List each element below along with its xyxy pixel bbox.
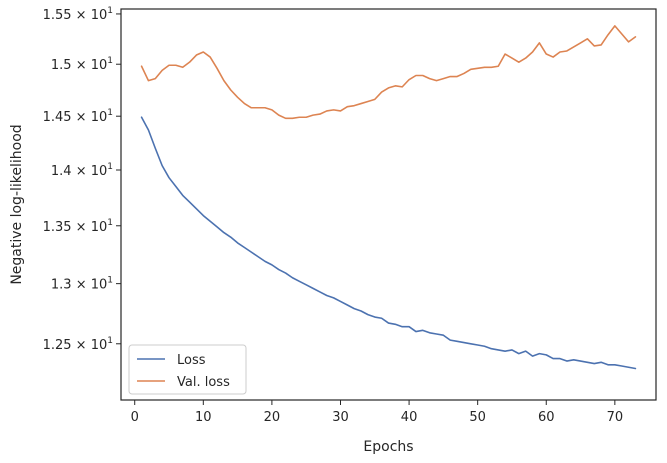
- x-tick-label: 70: [607, 410, 624, 425]
- series-line-loss: [140, 116, 637, 370]
- y-tick-label: 1.35 × 101: [43, 218, 113, 235]
- plot-content: [140, 25, 637, 370]
- x-tick-label: 10: [195, 410, 212, 425]
- x-tick-label: 20: [264, 410, 281, 425]
- plot-frame: [120, 8, 657, 401]
- x-tick-label: 0: [131, 410, 139, 425]
- x-axis-label: Epochs: [363, 439, 413, 455]
- y-tick-label: 1.55 × 101: [43, 6, 113, 23]
- x-tick-label: 60: [538, 410, 555, 425]
- y-tick-label: 1.3 × 101: [51, 276, 113, 293]
- legend: Loss Val. loss: [128, 344, 247, 395]
- x-tick-label: 50: [469, 410, 486, 425]
- x-tick-label: 40: [401, 410, 418, 425]
- x-tick-label: 30: [332, 410, 349, 425]
- legend-label: Val. loss: [177, 375, 230, 390]
- y-tick-label: 1.4 × 101: [51, 162, 113, 179]
- y-tick-label: 1.45 × 101: [43, 108, 113, 125]
- y-axis-label: Negative log-likelihood: [9, 124, 25, 284]
- series-line-val-loss: [140, 25, 637, 120]
- y-tick-label: 1.25 × 101: [43, 336, 113, 353]
- y-tick-label: 1.5 × 101: [51, 56, 113, 73]
- x-axis-ticks: 0 10 20 30 40 50 60 70: [131, 400, 624, 425]
- y-axis-ticks: 1.25 × 101 1.3 × 101 1.35 × 101 1.4 × 101 1.…: [43, 6, 121, 353]
- legend-label: Loss: [177, 353, 206, 368]
